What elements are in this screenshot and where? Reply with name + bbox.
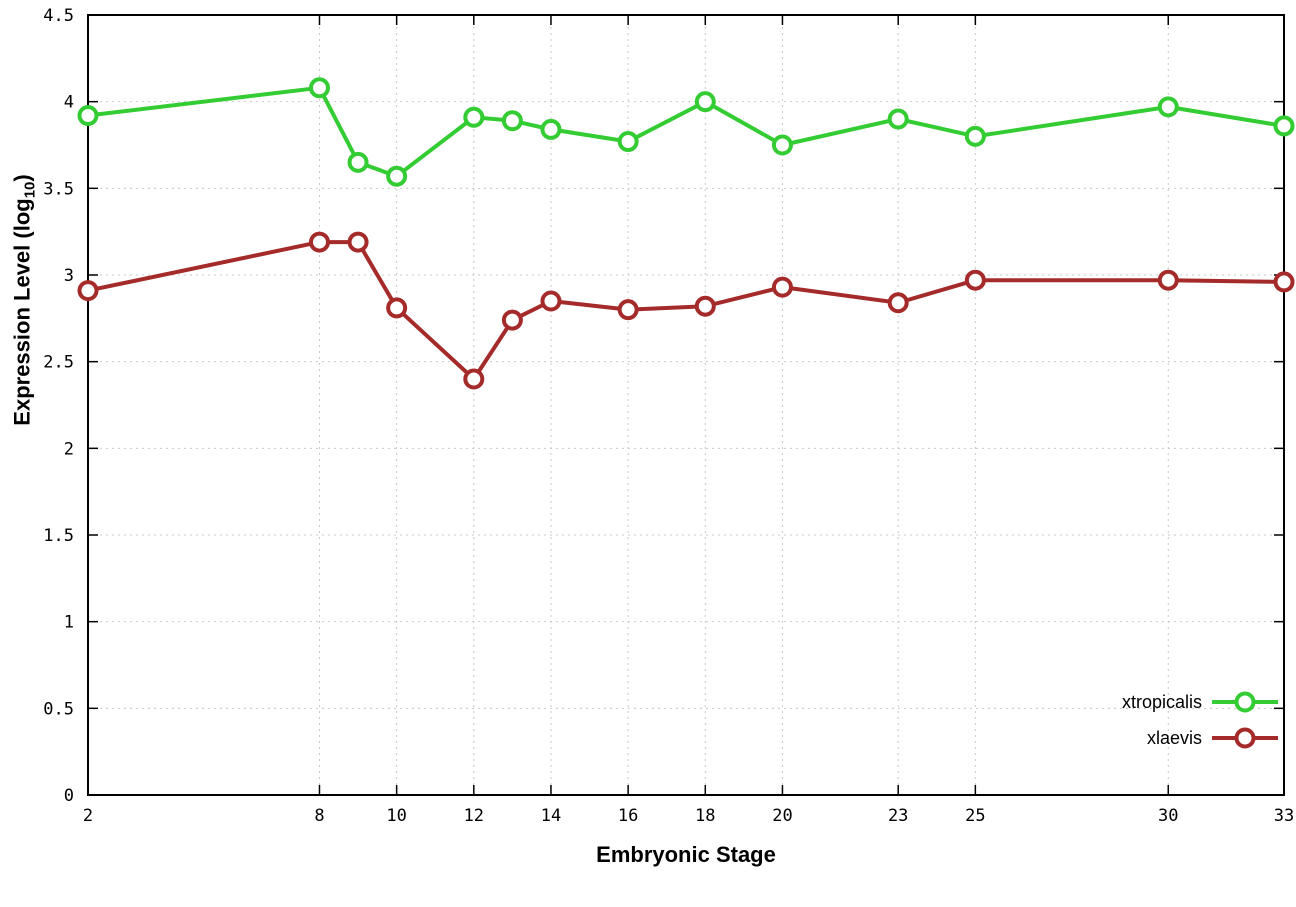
x-tick-label: 2 [83,806,93,826]
series-xtropicalis-point [1273,115,1295,137]
legend-label-xtropicalis: xtropicalis [1122,692,1202,712]
series-xtropicalis-point [887,108,909,130]
y-axis-title-prefix: Expression Level (log [9,198,35,426]
series-xtropicalis-point [386,165,408,187]
series-xlaevis-point [1273,271,1295,293]
series-xlaevis-point [617,299,639,321]
series-xtropicalis-point [617,131,639,153]
series-xtropicalis-point [463,106,485,128]
series-xlaevis-point [887,292,909,314]
series-xlaevis-point [308,231,330,253]
series-xlaevis-point [964,269,986,291]
x-tick-label: 8 [314,806,324,826]
y-tick-label: 3.5 [43,179,74,199]
series-xlaevis-point [386,297,408,319]
y-axis-title: Expression Level (log10) [9,174,38,425]
series-xtropicalis-point [964,125,986,147]
y-tick-label: 2 [64,439,74,459]
series-xlaevis-point [347,231,369,253]
series-xtropicalis-line [87,85,1285,179]
series-xlaevis-point [463,368,485,390]
series-xtropicalis-point [347,151,369,173]
series-xlaevis-point [694,295,716,317]
legend-marker-xtropicalis [1234,691,1256,713]
series-xlaevis-point [77,280,99,302]
y-tick-label: 4.5 [43,6,74,26]
x-tick-label: 23 [888,806,908,826]
series-xtropicalis-point [1157,96,1179,118]
series-xtropicalis-point [540,118,562,140]
x-tick-label: 12 [464,806,484,826]
series-xtropicalis-point [694,91,716,113]
y-axis-title-suffix: ) [9,174,35,182]
series-xlaevis-point [540,290,562,312]
x-tick-label: 33 [1274,806,1294,826]
x-tick-label: 25 [965,806,985,826]
series-xlaevis-point [501,309,523,331]
series-xtropicalis-point [771,134,793,156]
series-xtropicalis-point [501,110,523,132]
y-tick-label: 1 [64,613,74,633]
y-tick-label: 0 [64,786,74,806]
series-xlaevis-point [1157,269,1179,291]
y-tick-label: 4 [64,93,74,113]
x-axis-title: Embryonic Stage [596,842,776,867]
series-xtropicalis-point [77,105,99,127]
x-tick-label: 10 [386,806,406,826]
x-tick-label: 14 [541,806,561,826]
plot-border [87,14,1285,796]
series-xtropicalis-point [308,77,330,99]
y-tick-label: 0.5 [43,699,74,719]
x-tick-label: 30 [1158,806,1178,826]
y-tick-label: 3 [64,266,74,286]
y-axis-title-subscript: 10 [21,181,39,199]
x-tick-label: 16 [618,806,638,826]
x-tick-label: 20 [772,806,792,826]
series-xlaevis-point [771,276,793,298]
series-xlaevis-line [87,240,1285,381]
legend-marker-xlaevis [1234,727,1256,749]
y-tick-label: 2.5 [43,353,74,373]
y-tick-label: 1.5 [43,526,74,546]
legend-label-xlaevis: xlaevis [1147,728,1202,748]
x-tick-label: 18 [695,806,715,826]
